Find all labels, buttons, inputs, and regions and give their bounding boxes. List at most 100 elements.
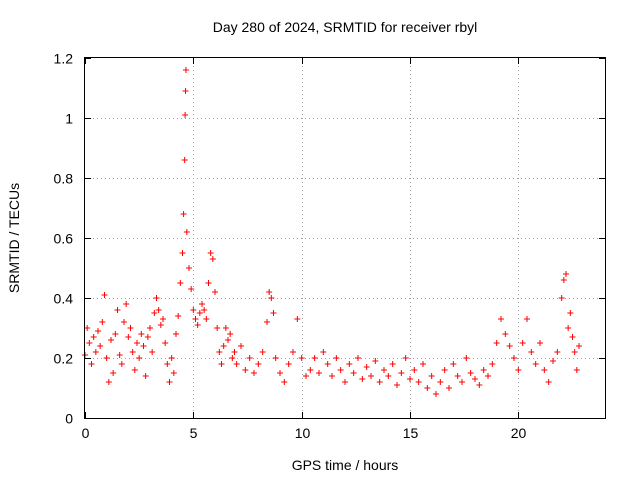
data-point (129, 349, 136, 355)
data-point (182, 112, 189, 118)
data-point (368, 373, 374, 379)
y-tick-label: 0.8 (54, 171, 74, 187)
data-point (144, 334, 151, 340)
data-point (99, 319, 106, 325)
data-point (411, 367, 418, 373)
data-point (173, 331, 179, 337)
data-point (485, 373, 491, 379)
data-point (225, 337, 231, 343)
data-point (216, 349, 223, 355)
data-point (420, 361, 426, 367)
data-point (550, 358, 556, 364)
data-point (355, 355, 361, 361)
data-point (175, 313, 182, 319)
data-point (110, 370, 117, 376)
data-point (125, 334, 132, 340)
data-point (376, 379, 383, 385)
data-point (168, 355, 175, 361)
data-point (160, 316, 166, 322)
data-point (350, 370, 357, 376)
data-point (571, 349, 578, 355)
data-point (519, 340, 526, 346)
data-point (97, 343, 104, 349)
data-point (218, 361, 225, 367)
data-point (108, 337, 114, 343)
data-point (567, 310, 574, 316)
data-point (238, 343, 244, 349)
data-point (498, 316, 504, 322)
data-point (205, 280, 212, 286)
data-point (363, 364, 370, 370)
data-point (95, 328, 101, 334)
data-point (179, 250, 186, 256)
data-point (545, 379, 552, 385)
data-point (560, 277, 567, 283)
data-point (199, 301, 205, 307)
data-point (320, 349, 327, 355)
data-point (84, 325, 91, 331)
data-point (182, 88, 189, 94)
data-point (532, 361, 539, 367)
data-point (131, 367, 138, 373)
data-point (311, 355, 318, 361)
data-point (123, 301, 130, 307)
data-point (259, 349, 266, 355)
data-point (166, 379, 173, 385)
x-tick-label: 10 (295, 425, 311, 441)
y-tick-label: 0.2 (54, 351, 74, 367)
x-tick-label: 20 (511, 425, 527, 441)
x-tick-label: 15 (403, 425, 419, 441)
data-point (528, 349, 535, 355)
data-point (290, 349, 296, 355)
x-tick-label: 5 (190, 425, 198, 441)
data-point (255, 361, 262, 367)
data-point (303, 373, 309, 379)
data-point (231, 349, 238, 355)
data-point (164, 361, 171, 367)
data-point (182, 67, 189, 73)
data-point (101, 292, 108, 298)
data-point (385, 373, 392, 379)
data-point (116, 352, 123, 358)
data-point (222, 325, 229, 331)
grid (85, 58, 605, 418)
data-point (149, 349, 156, 355)
data-point (506, 343, 513, 349)
y-tick-label: 0 (65, 411, 73, 427)
data-point (433, 391, 439, 397)
data-point (573, 367, 580, 373)
data-point (105, 379, 112, 385)
data-point (415, 379, 422, 385)
data-point (233, 361, 240, 367)
data-point (153, 295, 160, 301)
data-point (112, 331, 119, 337)
data-point (147, 325, 153, 331)
data-point (272, 355, 279, 361)
data-point (467, 370, 474, 376)
data-point (268, 295, 275, 301)
data-point (446, 385, 452, 391)
data-point (489, 361, 496, 367)
data-point (92, 349, 99, 355)
data-point (294, 316, 301, 322)
data-point (212, 289, 218, 295)
data-point (493, 340, 500, 346)
y-tick-label: 1.2 (54, 51, 74, 67)
data-point (337, 367, 344, 373)
data-point (428, 373, 435, 379)
data-point (142, 373, 149, 379)
data-point (242, 367, 249, 373)
data-point (424, 385, 431, 391)
data-point (170, 370, 177, 376)
data-point (136, 355, 143, 361)
data-point (186, 265, 192, 271)
data-point (333, 355, 340, 361)
data-point (480, 367, 487, 373)
data-point (307, 367, 314, 373)
data-point (541, 367, 548, 373)
data-point (90, 334, 97, 340)
data-point (188, 286, 195, 292)
chart-title: Day 280 of 2024, SRMTID for receiver rby… (213, 19, 478, 35)
data-point (441, 367, 448, 373)
data-point (127, 325, 134, 331)
